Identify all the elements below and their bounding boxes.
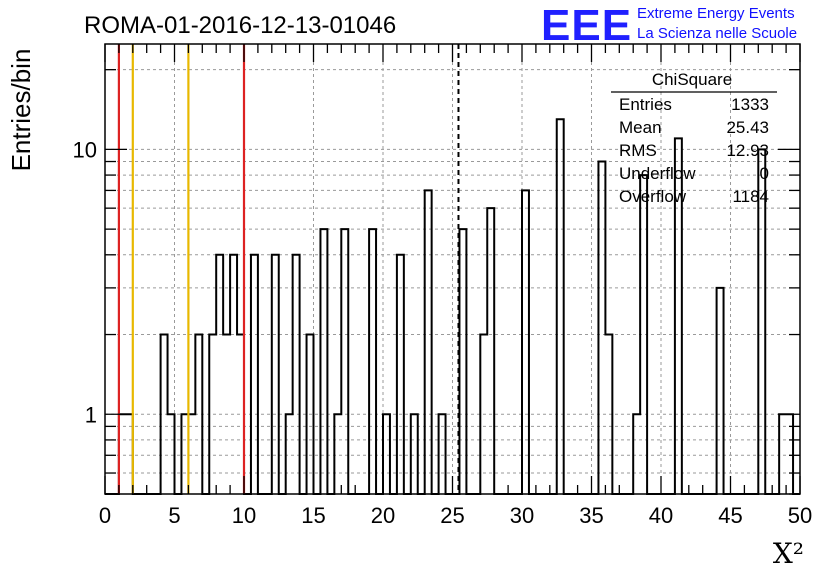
brand-line-1: Extreme Energy Events xyxy=(637,5,795,22)
histogram-bin xyxy=(216,255,223,494)
histogram-bin xyxy=(230,255,237,494)
chart-title: ROMA-01-2016-12-13-01046 xyxy=(84,12,396,39)
histogram-bin xyxy=(161,335,168,494)
x-tick-label: 40 xyxy=(649,503,673,528)
histogram-bin xyxy=(307,335,314,494)
histogram-bin xyxy=(272,255,279,494)
histogram-bin xyxy=(640,175,647,494)
x-tick-label: 45 xyxy=(718,503,742,528)
histogram-bin xyxy=(341,229,348,494)
stats-underflow-label: Underflow xyxy=(619,164,696,183)
eee-logo: EEE xyxy=(541,1,632,50)
histogram-bin xyxy=(286,414,293,494)
histogram-bin xyxy=(557,119,564,494)
stats-underflow-value: 0 xyxy=(760,164,769,183)
tick-labels: 0 5 10 15 20 25 30 35 40 45 50 1 10 xyxy=(73,137,813,528)
histogram-bin xyxy=(717,288,724,494)
stats-entries-label: Entries xyxy=(619,95,672,114)
eee-logo-text: EEE xyxy=(541,1,632,50)
reference-lines xyxy=(117,44,460,494)
x-tick-label: 35 xyxy=(579,503,603,528)
histogram-bin xyxy=(383,414,390,494)
histogram-bin xyxy=(633,414,640,494)
histogram-bin xyxy=(487,208,494,494)
histogram-bin xyxy=(293,255,300,494)
x-tick-label: 10 xyxy=(232,503,256,528)
stats-rms-label: RMS xyxy=(619,141,657,160)
histogram-bin xyxy=(397,255,404,494)
histogram-bin xyxy=(598,162,605,494)
histogram-bin xyxy=(223,335,230,494)
x-tick-label: 20 xyxy=(371,503,395,528)
histogram-bin xyxy=(779,414,786,494)
histogram-bin xyxy=(425,190,432,494)
grid-lines xyxy=(105,44,800,494)
histogram-bin xyxy=(209,335,216,494)
stats-rms-value: 12.93 xyxy=(726,141,769,160)
histogram-bin xyxy=(334,414,341,494)
histogram-bin xyxy=(480,335,487,494)
histogram-bin xyxy=(251,255,258,494)
stats-entries-value: 1333 xyxy=(731,95,769,114)
histogram-bin xyxy=(459,229,466,494)
y-tick-label: 1 xyxy=(85,402,97,427)
x-tick-label: 50 xyxy=(788,503,812,528)
x-tick-label: 15 xyxy=(301,503,325,528)
stats-mean-value: 25.43 xyxy=(726,118,769,137)
histogram-bin xyxy=(168,414,175,494)
x-tick-label: 0 xyxy=(99,503,111,528)
y-axis-label: Entries/bin xyxy=(6,49,36,172)
stats-overflow-label: Overflow xyxy=(619,187,687,206)
x-tick-label: 25 xyxy=(440,503,464,528)
x-tick-label: 30 xyxy=(510,503,534,528)
histogram-bin xyxy=(522,190,529,494)
histogram-bin xyxy=(439,414,446,494)
x-axis-label: X² xyxy=(773,537,804,570)
histogram-bin xyxy=(195,335,202,494)
brand-line-2: La Scienza nelle Scuole xyxy=(637,25,797,42)
y-tick-label: 10 xyxy=(73,137,97,162)
axes xyxy=(104,43,801,495)
stats-box: ChiSquare Entries 1333 Mean 25.43 RMS 12… xyxy=(611,70,777,206)
histogram-bin xyxy=(320,229,327,494)
stats-mean-label: Mean xyxy=(619,118,662,137)
histogram-bin xyxy=(411,414,418,494)
x-tick-label: 5 xyxy=(168,503,180,528)
stats-box-name: ChiSquare xyxy=(652,70,732,89)
histogram-bin xyxy=(605,335,612,494)
histogram-bin xyxy=(369,229,376,494)
stats-overflow-value: 1184 xyxy=(732,187,769,206)
